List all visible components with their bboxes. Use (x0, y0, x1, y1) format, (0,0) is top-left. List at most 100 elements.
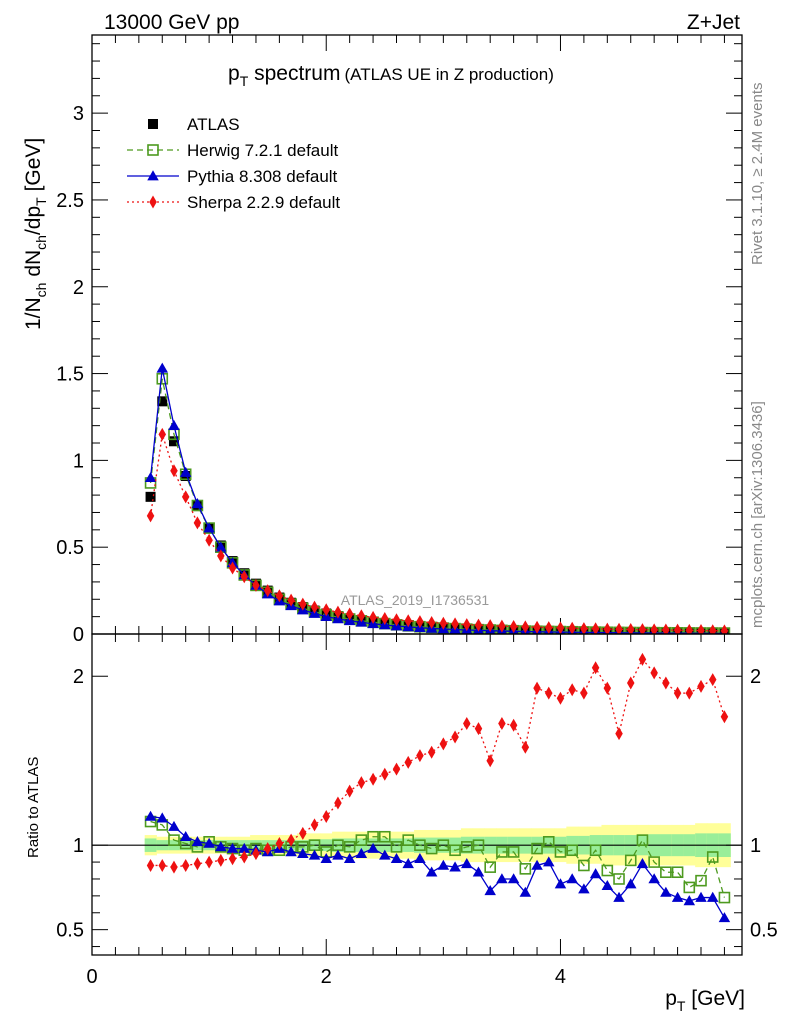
ratio-series-point (554, 878, 567, 889)
atlas-data-point (145, 491, 156, 502)
ratio-series-point (416, 749, 424, 763)
ratio-series-point (170, 860, 178, 874)
main-series-point (708, 624, 717, 634)
ratio-y-tick-label-right: 1 (750, 835, 761, 857)
ratio-series-point (460, 841, 473, 853)
ratio-series-point (556, 691, 565, 705)
ratio-series-point (355, 847, 368, 858)
ratio-series-point (615, 727, 623, 741)
main-series-point (345, 607, 354, 621)
ratio-series-point (345, 784, 354, 798)
ratio-series-point (591, 661, 600, 675)
ratio-series-point (205, 855, 213, 869)
main-series-point (369, 610, 377, 624)
main-series-point (179, 466, 192, 477)
ratio-series-point (320, 852, 332, 864)
ratio-series-point (332, 849, 344, 860)
ratio-series-point (181, 858, 190, 872)
y-label-sub-2: ch (33, 235, 49, 250)
ratio-series-point (496, 846, 508, 858)
ratio-series-point (496, 873, 508, 884)
ratio-series-point (168, 834, 180, 846)
main-series-point (217, 549, 225, 563)
ratio-series-point (425, 842, 438, 855)
ratio-series-point (449, 844, 461, 857)
ratio-frame (91, 633, 743, 956)
legend-item: Sherpa 2.2.9 default (127, 193, 340, 212)
main-series-point (228, 561, 237, 575)
ratio-series-point (683, 895, 696, 906)
ratio-series-point (636, 858, 649, 869)
ratio-series-point (486, 754, 494, 768)
ratio-series-point (542, 836, 555, 848)
main-series-point (357, 609, 366, 623)
main-series-point (662, 623, 670, 634)
x-tick-label: 2 (321, 966, 332, 988)
ratio-series-point (191, 836, 204, 847)
main-series-point (533, 620, 541, 634)
ratio-series-point (613, 891, 625, 902)
main-series-point (638, 623, 647, 634)
main-series-point (568, 621, 576, 634)
main-panel: 0 0.5 1 1.5 2 2.5 3 (56, 34, 743, 646)
legend-marker (148, 119, 158, 129)
ratio-series-point (439, 737, 448, 751)
ratio-y-tick-label: 2 (73, 666, 84, 688)
ratio-series-point (507, 846, 520, 858)
ratio-series-point (624, 878, 637, 889)
ratio-series-point (451, 730, 459, 744)
ratio-series-point (566, 873, 578, 884)
main-series-line (149, 434, 725, 632)
ratio-series-point (414, 852, 426, 864)
ratio-series-point (369, 772, 377, 786)
ratio-series-point (708, 673, 717, 687)
x-label-p: p (665, 987, 677, 1010)
ratio-series-point (240, 850, 249, 864)
ratio-series-point (626, 676, 635, 690)
ratio-series-point (568, 683, 576, 697)
legend-label: ATLAS (187, 115, 240, 134)
main-series-point (626, 622, 635, 634)
y-label-sub-1: ch (33, 283, 49, 298)
ratio-y-tick-label: 1 (73, 835, 84, 857)
legend-marker (149, 195, 157, 209)
main-series-point (392, 613, 401, 627)
ratio-series-point (334, 796, 342, 810)
ratio-series-point (660, 886, 672, 897)
ratio-series-point (613, 873, 625, 885)
ratio-series-point (357, 776, 366, 790)
ratio-series-point (706, 851, 719, 863)
main-series-point (650, 623, 658, 634)
main-series-point (334, 605, 342, 619)
ratio-series-point (484, 885, 496, 896)
ratio-series-point (531, 859, 543, 870)
ratio-series-point (367, 842, 379, 853)
legend-item: Pythia 8.308 default (127, 167, 338, 186)
ratio-series-line (150, 820, 726, 898)
main-series-point (603, 622, 612, 634)
ratio-series-point (507, 873, 520, 884)
main-series-point (673, 623, 682, 634)
ratio-series-point (158, 858, 167, 872)
main-series-point (263, 584, 272, 598)
main-series-point (146, 509, 155, 523)
main-y-tick-label: 0 (73, 624, 84, 646)
ratio-series-point (402, 858, 414, 869)
ratio-series-point (636, 834, 649, 846)
main-y-tick-label: 2.5 (56, 190, 84, 212)
ratio-series-point (519, 863, 532, 875)
main-series-point (170, 464, 178, 478)
main-series-point (193, 516, 202, 530)
ratio-series-point (695, 891, 707, 902)
ratio-series-point (648, 873, 660, 884)
ratio-series-point (367, 830, 379, 843)
main-series-point (252, 578, 260, 592)
legend-marker (147, 170, 159, 181)
ratio-series-point (343, 841, 356, 853)
main-series-point (439, 616, 448, 630)
main-series-point (463, 618, 471, 632)
legend: ATLAS Herwig 7.2.1 default Pythia 8.308 de… (127, 115, 340, 212)
main-series-point (287, 593, 295, 607)
ratio-series-point (299, 826, 307, 840)
